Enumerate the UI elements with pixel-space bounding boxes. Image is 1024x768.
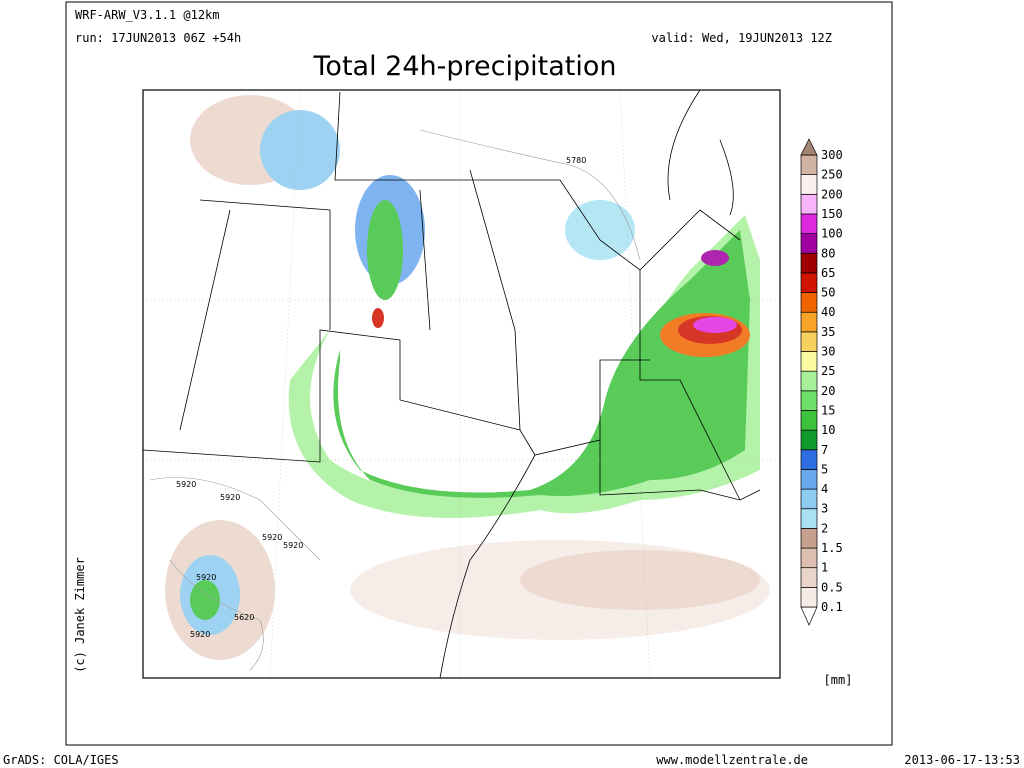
contour-label: 5620 xyxy=(234,613,254,622)
contour-label: 5920 xyxy=(220,493,240,502)
legend-label: 150 xyxy=(821,207,843,221)
model-label: WRF-ARW_V3.1.1 @12km xyxy=(75,8,220,22)
legend-label: 10 xyxy=(821,423,835,437)
legend-label: 3 xyxy=(821,502,828,516)
legend-label: 40 xyxy=(821,305,835,319)
legend-label: 2 xyxy=(821,521,828,535)
legend-label: 7 xyxy=(821,443,828,457)
legend-label: 1 xyxy=(821,561,828,575)
legend-label: 65 xyxy=(821,266,835,280)
legend-swatch xyxy=(800,390,818,411)
legend-label: 35 xyxy=(821,325,835,339)
contours xyxy=(149,129,641,671)
legend-arrow xyxy=(800,138,818,156)
legend-swatch xyxy=(800,547,818,569)
legend-label: 25 xyxy=(821,364,835,378)
legend-swatch xyxy=(800,174,818,195)
legend-label: 0.5 xyxy=(821,580,843,594)
legend-swatch xyxy=(800,469,818,490)
legend-label: 1.5 xyxy=(821,541,843,555)
contour-label: 5920 xyxy=(190,630,210,639)
legend-swatch xyxy=(800,154,818,176)
legend-swatch xyxy=(800,351,818,372)
legend-swatch xyxy=(800,488,818,510)
footer-stamp: 2013-06-17-13:53 xyxy=(904,753,1020,767)
legend-label: 5 xyxy=(821,462,828,476)
run-label: run: 17JUN2013 06Z +54h xyxy=(75,31,241,45)
contour-label: 5920 xyxy=(262,533,282,542)
legend-swatch xyxy=(800,528,818,549)
legend-label: 300 xyxy=(821,148,843,162)
precip-shading xyxy=(165,95,770,660)
title: Total 24h-precipitation xyxy=(313,51,617,82)
legend-swatch xyxy=(800,311,818,333)
contour-label: 5780 xyxy=(566,156,586,165)
contour-label: 5920 xyxy=(176,480,196,489)
legend-swatch xyxy=(800,252,818,274)
legend-label: 20 xyxy=(821,384,835,398)
footer-left: GrADS: COLA/IGES xyxy=(3,753,119,767)
legend-label: 15 xyxy=(821,403,835,417)
borders xyxy=(142,89,761,679)
legend-label: 0.1 xyxy=(821,600,843,614)
legend-swatch xyxy=(800,292,818,313)
valid-label: valid: Wed, 19JUN2013 12Z xyxy=(651,31,832,45)
legend-swatch xyxy=(800,449,818,470)
legend-swatch xyxy=(800,567,818,588)
legend-swatch xyxy=(800,429,818,451)
footer-site: www.modellzentrale.de xyxy=(656,753,808,767)
map-border xyxy=(142,89,781,679)
legend-label: 50 xyxy=(821,286,835,300)
legend-swatch xyxy=(800,272,818,293)
contour-label: 5920 xyxy=(196,573,216,582)
unit-label: [mm] xyxy=(824,673,853,687)
legend-swatch xyxy=(800,586,818,608)
legend: 0.1 0.5 1 1.5 2 3 4 5 7 10 15 20 25 30 35 40 50 65 80 100 15… xyxy=(800,138,843,626)
legend-label: 80 xyxy=(821,246,835,260)
map: 5780 5920 5920 5920 5920 5920 5620 5920 … xyxy=(73,89,781,679)
legend-swatch xyxy=(800,370,818,392)
legend-label: 100 xyxy=(821,227,843,241)
legend-label: 4 xyxy=(821,482,828,496)
contour-label: 5920 xyxy=(283,541,303,550)
legend-label: 200 xyxy=(821,187,843,201)
legend-swatch xyxy=(800,213,818,234)
legend-swatch xyxy=(800,410,818,431)
legend-label: 30 xyxy=(821,345,835,359)
legend-swatch xyxy=(800,193,818,215)
legend-label: 250 xyxy=(821,168,843,182)
legend-swatch xyxy=(800,331,818,352)
legend-swatch xyxy=(800,508,818,529)
credit: (c) Janek Zimmer xyxy=(73,557,87,673)
legend-swatch xyxy=(800,233,818,254)
